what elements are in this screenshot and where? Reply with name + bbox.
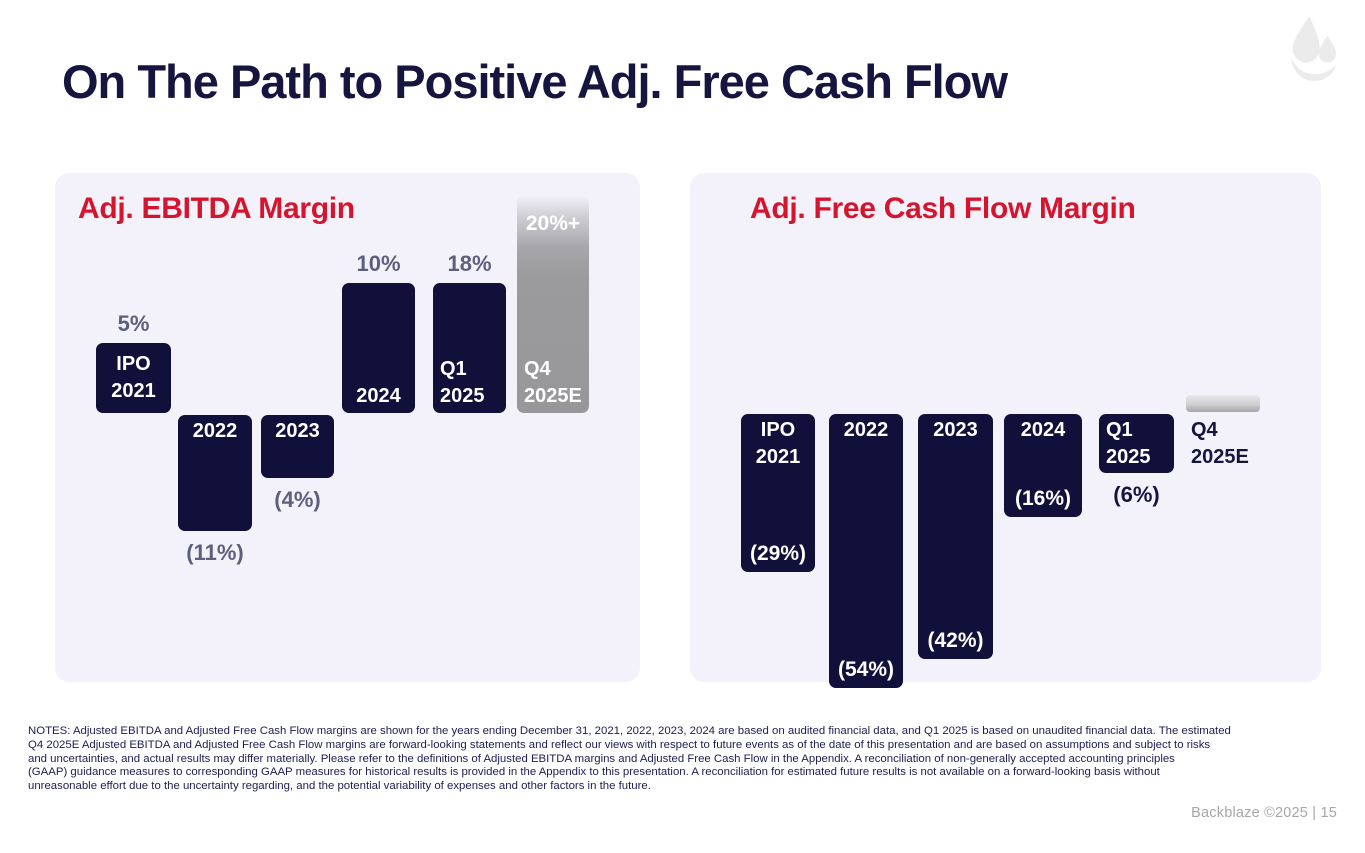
bar-label-fcf-2023: 2023 — [933, 419, 978, 441]
free-cash-flow-margin-panel: Adj. Free Cash Flow Margin IPO 2021 (29%)… — [690, 173, 1321, 688]
bar-value-ebitda-2023: (4%) — [274, 487, 321, 512]
bar-value-fcf-q1-2025: (6%) — [1113, 482, 1160, 507]
bar-value-fcf-2023: (42%) — [927, 629, 984, 652]
bar-ebitda-2024: 2024 — [342, 283, 415, 413]
footnotes: NOTES: Adjusted EBITDA and Adjusted Free… — [28, 725, 1231, 793]
bar-value-fcf-2022: (54%) — [837, 658, 895, 681]
bar-label-ebitda-2024: 2024 — [356, 385, 401, 407]
ebitda-bar-chart: IPO 2021 5% 2022 (11%) 2023 (4%) 2024 10% Q1 202… — [55, 173, 640, 682]
bar-label-fcf-2022: 2022 — [843, 419, 889, 441]
bar-value-fcf-ipo-2021: (29%) — [749, 542, 807, 565]
bar-ebitda-2022: 2022 — [178, 415, 252, 531]
bar-label-ebitda-q4-2025e: Q4 2025E — [524, 358, 582, 407]
bar-ebitda-ipo-2021: IPO 2021 — [96, 343, 171, 413]
bar-fcf-2023: 2023 (42%) — [918, 414, 993, 659]
bar-value-fcf-2024: (16%) — [1014, 487, 1072, 510]
bar-ebitda-2023: 2023 — [261, 415, 334, 478]
bar-label-ebitda-q1-2025: Q1 2025 — [440, 358, 485, 407]
bar-ebitda-q1-2025: Q1 2025 — [433, 283, 506, 413]
bar-label-ebitda-2022: 2022 — [192, 420, 238, 442]
ebitda-chart-title: Adj. EBITDA Margin — [78, 192, 355, 225]
fcf-bar-chart: IPO 2021 (29%) 2022 (54%) 2023 (42%) 2024 (16%)… — [690, 173, 1321, 688]
page-title: On The Path to Positive Adj. Free Cash F… — [62, 55, 1008, 108]
ebitda-margin-panel: Adj. EBITDA Margin IPO 2021 5% 2022 (11%) 20… — [55, 173, 640, 682]
bar-label-fcf-2024: 2024 — [1020, 419, 1066, 441]
bar-label-fcf-q1-2025: Q1 2025 — [1106, 419, 1151, 468]
bar-label-fcf-q4-2025e: Q4 2025E — [1191, 419, 1249, 468]
bar-fcf-2022: 2022 (54%) — [829, 414, 903, 688]
bar-value-ebitda-2024: 10% — [356, 251, 401, 276]
bar-value-ebitda-q4-2025e: 20%+ — [525, 212, 581, 235]
bar-value-ebitda-2022: (11%) — [186, 540, 244, 565]
bar-fcf-ipo-2021: IPO 2021 (29%) — [741, 414, 815, 572]
bar-label-ebitda-ipo-2021: IPO 2021 — [111, 353, 156, 402]
bar-ebitda-q4-2025e: Q4 2025E 20%+ — [517, 195, 589, 413]
bar-fcf-2024: 2024 (16%) — [1004, 414, 1082, 517]
bar-fcf-q1-2025: Q1 2025 — [1099, 414, 1174, 473]
bar-fcf-q4-2025e — [1186, 395, 1260, 412]
bar-value-ebitda-q1-2025: 18% — [447, 251, 492, 276]
bar-label-fcf-ipo-2021: IPO 2021 — [755, 419, 801, 468]
backblaze-flame-logo-icon — [1283, 16, 1341, 82]
bar-label-ebitda-2023: 2023 — [275, 420, 320, 442]
bar-value-ebitda-ipo-2021: 5% — [117, 311, 150, 336]
footer-credit: Backblaze ©2025 | 15 — [1191, 805, 1337, 821]
fcf-chart-title: Adj. Free Cash Flow Margin — [750, 192, 1136, 225]
